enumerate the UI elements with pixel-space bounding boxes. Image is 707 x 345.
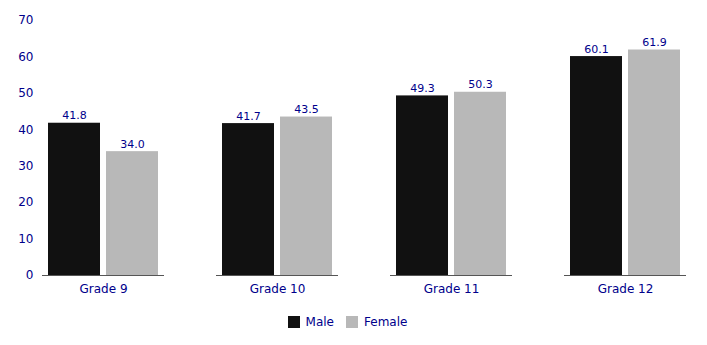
svg-text:Grade 9: Grade 9 (79, 282, 127, 296)
svg-text:60.1: 60.1 (584, 43, 609, 56)
svg-text:0: 0 (26, 268, 34, 282)
svg-text:50: 50 (18, 86, 33, 100)
svg-text:Grade 12: Grade 12 (598, 282, 654, 296)
svg-text:40: 40 (18, 123, 33, 137)
svg-text:20: 20 (18, 195, 33, 209)
svg-text:10: 10 (18, 232, 33, 246)
svg-text:61.9: 61.9 (642, 36, 667, 49)
svg-text:Grade 11: Grade 11 (424, 282, 480, 296)
svg-text:70: 70 (18, 13, 33, 27)
svg-text:34.0: 34.0 (120, 138, 145, 151)
svg-text:41.8: 41.8 (62, 109, 87, 122)
html-text:Male: Male (305, 314, 334, 329)
svg-text:Grade 10: Grade 10 (250, 282, 306, 296)
svg-text:43.5: 43.5 (294, 103, 319, 116)
svg-text:50.3: 50.3 (468, 78, 493, 91)
svg-text:49.3: 49.3 (410, 82, 435, 95)
svg-text:41.7: 41.7 (236, 110, 261, 123)
html-text:Female: Female (364, 314, 408, 329)
svg-text:60: 60 (18, 50, 33, 64)
svg-text:30: 30 (18, 159, 33, 173)
